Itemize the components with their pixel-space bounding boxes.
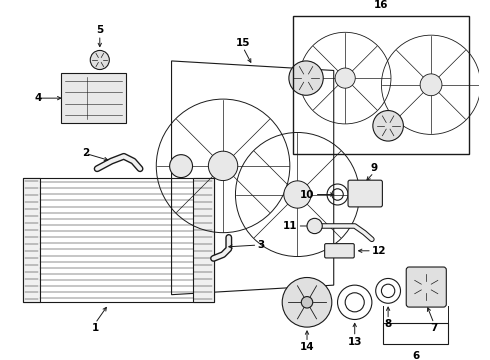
Bar xyxy=(193,178,214,302)
Bar xyxy=(61,73,126,123)
Circle shape xyxy=(420,74,442,96)
Bar xyxy=(23,178,214,302)
Circle shape xyxy=(90,50,109,69)
Circle shape xyxy=(282,278,332,327)
Circle shape xyxy=(335,68,355,88)
Circle shape xyxy=(373,111,403,141)
Text: 10: 10 xyxy=(300,189,315,199)
Text: 12: 12 xyxy=(372,246,387,256)
Text: 14: 14 xyxy=(300,342,314,352)
Text: 16: 16 xyxy=(374,0,388,10)
Text: 11: 11 xyxy=(283,221,297,231)
Text: 13: 13 xyxy=(347,337,362,347)
Text: 7: 7 xyxy=(430,323,438,333)
Text: 15: 15 xyxy=(236,37,250,48)
Circle shape xyxy=(284,181,311,208)
Bar xyxy=(23,178,40,302)
Circle shape xyxy=(301,297,313,308)
Circle shape xyxy=(170,155,193,177)
FancyBboxPatch shape xyxy=(325,244,354,258)
Bar xyxy=(293,16,469,154)
Text: 4: 4 xyxy=(34,93,42,103)
Circle shape xyxy=(208,151,238,181)
Circle shape xyxy=(289,61,323,95)
Text: 5: 5 xyxy=(96,25,103,35)
Text: 8: 8 xyxy=(385,319,392,329)
Text: 1: 1 xyxy=(92,323,99,333)
FancyBboxPatch shape xyxy=(348,180,382,207)
Text: 6: 6 xyxy=(412,351,419,360)
Text: 9: 9 xyxy=(370,163,377,173)
Circle shape xyxy=(307,219,322,234)
Text: 3: 3 xyxy=(257,240,265,250)
Bar xyxy=(383,323,448,344)
FancyBboxPatch shape xyxy=(406,267,446,307)
Text: 2: 2 xyxy=(82,148,89,158)
